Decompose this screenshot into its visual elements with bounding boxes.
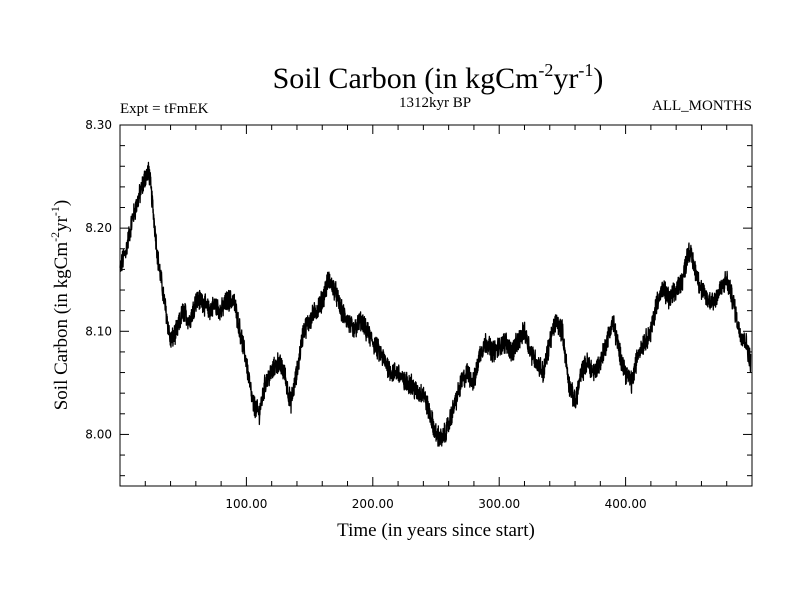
y-tick-label: 8.20 [85,221,112,235]
axis-ticks: 100.00 200.00 300.00 400.00 8.00 8.10 8.20 8.30 [85,118,752,511]
y-tick-label: 8.10 [85,324,112,338]
y-axis-label: Soil Carbon (in kgCm-2yr-1) [48,200,72,411]
subtitle-months: ALL_MONTHS [652,98,752,114]
x-tick-label: 100.00 [225,497,267,511]
x-axis-label: Time (in years since start) [337,520,535,541]
x-tick-label: 400.00 [605,497,647,511]
y-tick-label: 8.00 [85,427,112,441]
chart-title: Soil Carbon (in kgCm-2yr-1) [273,60,604,95]
plot-frame [119,124,753,487]
subtitle-period: 1312kyr BP [399,95,471,111]
series-line [119,161,752,447]
y-tick-label: 8.30 [85,118,112,132]
x-tick-label: 300.00 [478,497,520,511]
series-layer [119,161,752,447]
x-tick-label: 200.00 [352,497,394,511]
subtitle-experiment: Expt = tFmEK [120,101,209,117]
